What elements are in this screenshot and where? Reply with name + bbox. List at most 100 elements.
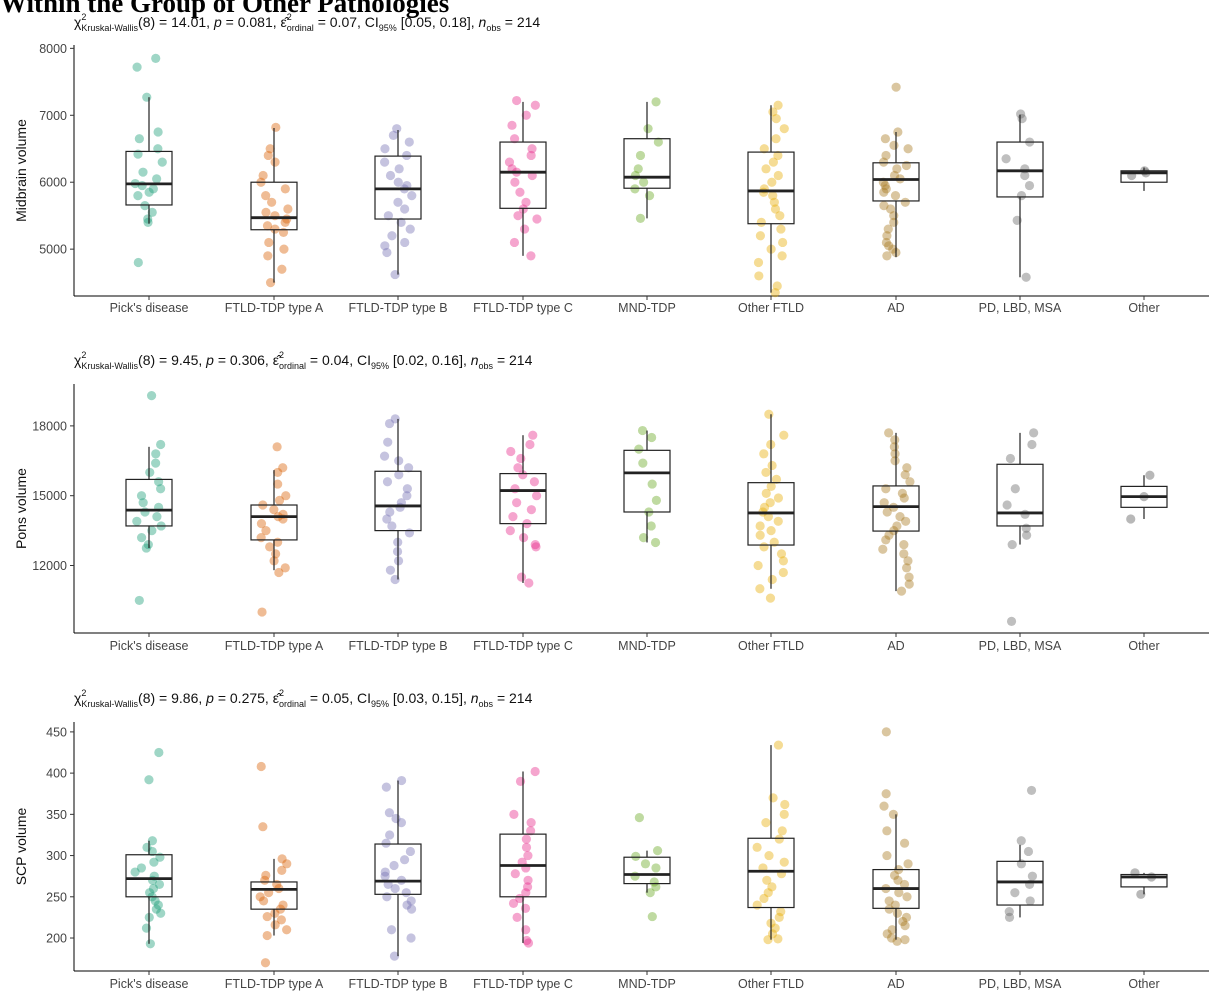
data-point: [407, 191, 417, 201]
data-point: [765, 593, 776, 603]
x-tick-label: Other FTLD: [738, 639, 804, 653]
box: [125, 854, 173, 898]
data-point: [149, 857, 159, 867]
data-point: [156, 484, 166, 494]
data-point: [888, 809, 899, 819]
chi-superscript: 2: [81, 12, 86, 22]
data-point: [387, 231, 397, 241]
data-point: [383, 211, 393, 221]
figure-title: Within the Group of Other Pathologies: [0, 0, 450, 18]
data-point: [389, 860, 399, 871]
data-point: [651, 882, 661, 892]
data-point: [394, 456, 404, 466]
data-point: [635, 213, 646, 223]
p-symbol: p: [213, 14, 222, 30]
data-point: [1016, 191, 1027, 201]
data-point: [388, 130, 398, 140]
data-point: [133, 257, 143, 268]
data-point: [133, 191, 143, 201]
data-point: [634, 444, 644, 454]
data-point: [529, 477, 539, 487]
data-point: [516, 453, 526, 464]
n-symbol: n: [471, 690, 479, 706]
data-point: [649, 877, 659, 887]
data-point: [258, 170, 268, 181]
data-point: [635, 150, 646, 161]
x-tick-label: FTLD-TDP type B: [348, 977, 447, 991]
box: [623, 449, 671, 513]
data-point: [886, 204, 896, 214]
data-point: [153, 900, 163, 910]
data-point: [1001, 154, 1011, 164]
data-point: [513, 463, 523, 473]
data-point: [261, 207, 271, 217]
data-point: [521, 197, 531, 207]
data-point: [882, 850, 892, 861]
data-point: [525, 439, 535, 450]
data-point: [380, 871, 390, 881]
x-tick-label: FTLD-TDP type B: [348, 301, 447, 315]
data-point: [761, 467, 771, 478]
x-tick-label: PD, LBD, MSA: [979, 639, 1062, 653]
n-text: = 214: [493, 690, 533, 706]
data-point: [773, 740, 784, 750]
data-point: [900, 935, 910, 945]
data-point: [889, 170, 900, 181]
y-tick-label: 450: [46, 725, 67, 739]
group-7: PD, LBD, MSA: [979, 785, 1062, 991]
data-point: [638, 458, 648, 468]
data-point: [1026, 785, 1037, 796]
data-point: [901, 563, 912, 573]
y-tick-label: 8000: [39, 42, 67, 56]
p-value-text: = 0.081,: [222, 14, 281, 30]
data-point: [879, 498, 889, 508]
box: [374, 470, 422, 532]
data-point: [380, 144, 390, 154]
box: [250, 504, 298, 541]
data-point: [136, 491, 147, 501]
data-point: [152, 174, 162, 184]
data-point: [504, 157, 515, 167]
data-point: [768, 191, 778, 201]
data-point: [518, 470, 528, 480]
data-point: [779, 124, 789, 134]
data-point: [772, 281, 782, 291]
data-point: [762, 875, 772, 885]
data-point: [771, 134, 781, 144]
box: [374, 843, 422, 895]
data-point: [157, 157, 167, 167]
data-point: [881, 535, 891, 545]
effect-size-text: = 0.05, CI: [306, 690, 371, 706]
data-point: [156, 908, 166, 918]
data-point: [1020, 170, 1030, 181]
y-tick-label: 350: [46, 808, 67, 822]
x-tick-label: FTLD-TDP type A: [225, 977, 324, 991]
data-point: [899, 539, 909, 550]
data-point: [778, 556, 789, 566]
group-3: FTLD-TDP type C: [473, 430, 573, 653]
epsilon-symbol: ε̂: [273, 352, 282, 368]
data-point: [153, 127, 163, 137]
data-point: [1004, 912, 1015, 923]
data-point: [507, 120, 517, 130]
data-point: [405, 224, 415, 234]
data-point: [882, 251, 892, 261]
data-point: [270, 920, 280, 930]
data-point: [755, 521, 765, 531]
data-point: [393, 197, 403, 207]
data-point: [892, 521, 902, 531]
data-point: [759, 502, 770, 512]
data-point: [527, 144, 537, 154]
data-point: [898, 916, 908, 927]
data-point: [143, 214, 153, 224]
epsilon-symbol: ε̂: [281, 14, 290, 30]
data-point: [884, 428, 894, 438]
data-point: [256, 519, 267, 529]
data-point: [888, 244, 898, 254]
data-point: [1025, 896, 1035, 906]
data-point: [262, 930, 272, 941]
data-point: [769, 197, 779, 207]
group-1: FTLD-TDP type A: [225, 122, 324, 315]
data-point: [886, 933, 897, 943]
data-point: [386, 925, 397, 935]
